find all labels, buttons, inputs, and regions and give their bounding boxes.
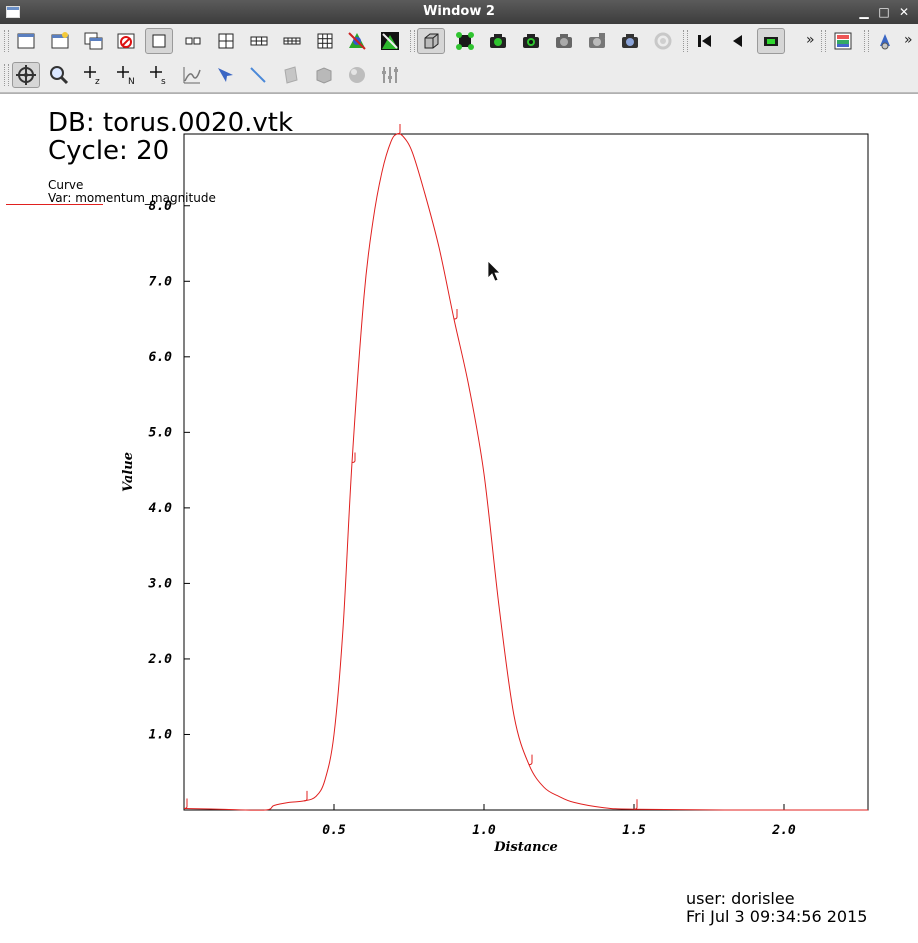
date-label: Fri Jul 3 09:34:56 2015: [686, 907, 868, 926]
layout-3x3-icon[interactable]: [311, 28, 339, 54]
minimize-button[interactable]: ▁: [859, 5, 869, 19]
clone-window-icon[interactable]: [46, 28, 74, 54]
recenter-icon[interactable]: [871, 28, 899, 54]
x-tick-label: 0.5: [322, 823, 346, 838]
layout-3x2-icon[interactable]: [245, 28, 273, 54]
lock-view-icon[interactable]: [343, 28, 371, 54]
svg-text:N: N: [128, 77, 135, 86]
main-toolbar: » »: [0, 24, 918, 59]
camera-3-icon[interactable]: [583, 28, 611, 54]
svg-text:z: z: [95, 77, 100, 86]
curve-point-marker: [633, 799, 638, 810]
window-title: Window 2: [423, 4, 495, 19]
curve-point-marker: [396, 124, 401, 135]
axis-restrict-icon[interactable]: [376, 62, 404, 88]
title-bar: Window 2 ▁ □ ✕: [0, 0, 918, 24]
layout-1x2-icon[interactable]: [179, 28, 207, 54]
box-tool-icon[interactable]: [310, 62, 338, 88]
maximize-button[interactable]: □: [878, 5, 890, 19]
zoom-icon[interactable]: [45, 62, 73, 88]
x-axis-label: Distance: [493, 840, 558, 855]
y-tick-label: 8.0: [149, 199, 173, 214]
camera-5-icon[interactable]: [649, 28, 677, 54]
spin-icon[interactable]: [451, 28, 479, 54]
toolbar-grip[interactable]: [683, 30, 688, 52]
y-tick-label: 1.0: [149, 727, 173, 742]
layout-1x1-icon[interactable]: [145, 28, 173, 54]
line-tool-icon[interactable]: [244, 62, 272, 88]
camera-2-icon[interactable]: [550, 28, 578, 54]
curve-icon[interactable]: [178, 62, 206, 88]
camera-4-icon[interactable]: [616, 28, 644, 54]
camera-save-icon[interactable]: [484, 28, 512, 54]
window-menu-icon[interactable]: [6, 6, 20, 18]
toolbar-overflow-button-2[interactable]: »: [904, 32, 913, 48]
sphere-tool-icon[interactable]: [343, 62, 371, 88]
toolbar-overflow-button[interactable]: »: [806, 32, 815, 48]
toolbar-grip[interactable]: [410, 30, 415, 52]
delete-window-icon[interactable]: [112, 28, 140, 54]
y-axis-label: Value: [121, 452, 136, 492]
lock-time-icon[interactable]: [376, 28, 404, 54]
navigate-icon[interactable]: [12, 62, 40, 88]
node-pick-icon[interactable]: N: [112, 62, 140, 88]
close-button[interactable]: ✕: [898, 5, 910, 19]
y-tick-label: 6.0: [149, 350, 173, 365]
copy-window-icon[interactable]: [80, 28, 108, 54]
cycle-label: Cycle: 20: [48, 136, 170, 166]
plane-tool-icon[interactable]: [277, 62, 305, 88]
point-tool-icon[interactable]: [211, 62, 239, 88]
step-back-icon[interactable]: [691, 28, 719, 54]
curve-point-marker: [183, 798, 188, 809]
play-back-icon[interactable]: [724, 28, 752, 54]
y-tick-label: 4.0: [149, 501, 173, 516]
box-view-icon[interactable]: [417, 28, 445, 54]
toolbar-grip[interactable]: [4, 30, 9, 52]
camera-icon[interactable]: [517, 28, 545, 54]
user-label: user: dorislee: [686, 889, 795, 908]
user-info-annotation: user: dorislee Fri Jul 3 09:34:56 2015: [686, 890, 867, 926]
visualization-window[interactable]: [0, 93, 918, 943]
legend-variable: Var: momentum_magnitude: [48, 191, 216, 205]
layout-2x2-icon[interactable]: [212, 28, 240, 54]
curve-point-marker: [303, 790, 308, 802]
x-tick-label: 1.5: [622, 823, 646, 838]
y-tick-label: 2.0: [148, 652, 173, 667]
mouse-cursor-icon: [487, 260, 501, 282]
stop-icon[interactable]: [757, 28, 785, 54]
new-window-icon[interactable]: [12, 28, 40, 54]
y-tick-label: 5.0: [149, 425, 173, 440]
curve-point-marker: [528, 754, 533, 766]
y-tick-label: 7.0: [149, 274, 173, 289]
svg-text:s: s: [161, 77, 166, 86]
database-annotation: DB: torus.0020.vtk Cycle: 20: [48, 109, 293, 165]
data-series-line: [183, 133, 869, 811]
mode-toolbar: z N s: [0, 58, 918, 93]
x-tick-label: 1.0: [472, 823, 496, 838]
y-tick-label: 3.0: [148, 576, 173, 591]
zone-pick-icon[interactable]: z: [79, 62, 107, 88]
plot-frame: [183, 133, 869, 811]
image-settings-icon[interactable]: [829, 28, 857, 54]
legend-swatch: [6, 204, 103, 205]
toolbar-grip[interactable]: [864, 30, 869, 52]
toolbar-grip[interactable]: [821, 30, 826, 52]
curve-point-marker: [453, 309, 458, 320]
x-tick-label: 2.0: [771, 823, 796, 838]
legend-title: Curve: [48, 178, 84, 192]
db-name: DB: torus.0020.vtk: [48, 108, 294, 138]
toolbar-grip[interactable]: [4, 64, 9, 86]
curve-point-marker: [351, 452, 356, 464]
layout-4x2-icon[interactable]: [278, 28, 306, 54]
spreadsheet-pick-icon[interactable]: s: [145, 62, 173, 88]
